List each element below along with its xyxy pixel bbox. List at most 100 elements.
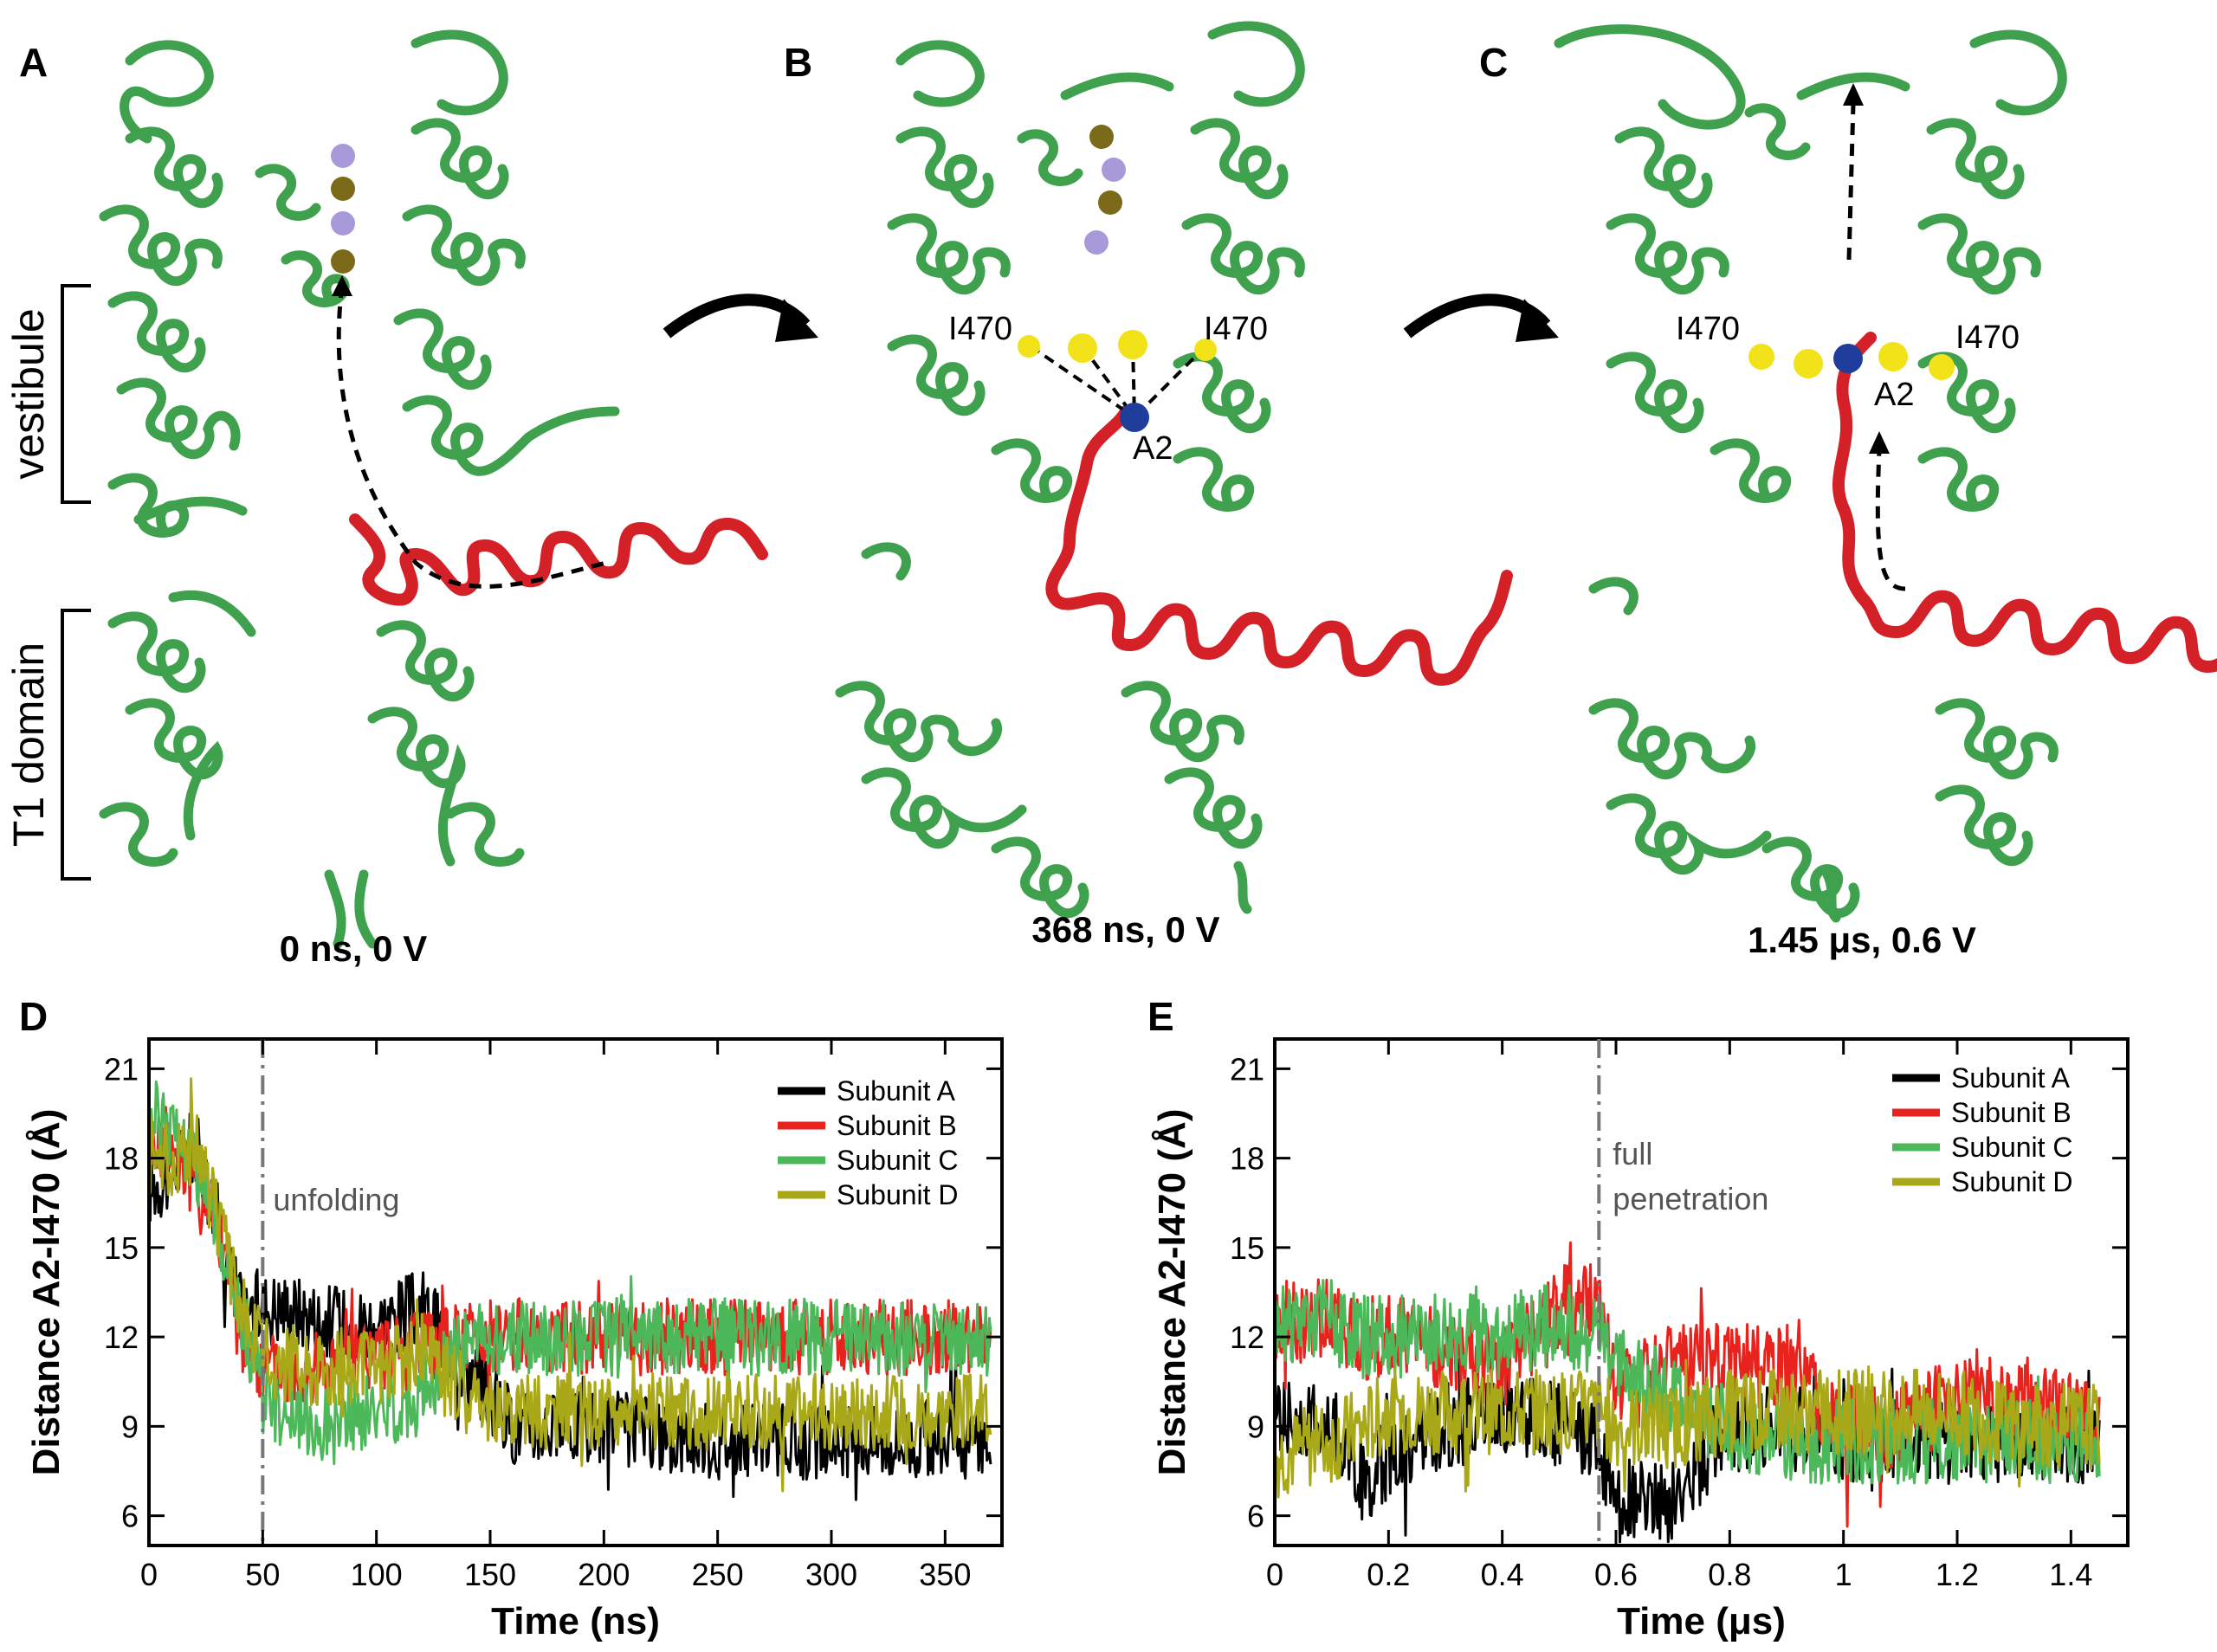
marker-label: full <box>1613 1136 1652 1171</box>
x-tick-label: 200 <box>578 1557 630 1592</box>
legend-label: Subunit C <box>837 1145 959 1176</box>
legend-label: Subunit B <box>837 1110 957 1141</box>
panel-b-atom-label: A2 <box>1133 430 1173 467</box>
ion-lilac <box>1084 230 1108 255</box>
x-tick-label: 1 <box>1835 1557 1852 1592</box>
vestibule-label: vestibule <box>4 308 53 479</box>
panel-b-protein-structure <box>835 21 1305 919</box>
ion-gold <box>1098 190 1122 215</box>
i470-atom <box>1878 342 1908 371</box>
i470-atom <box>1118 330 1147 359</box>
panel-b-residue-right: I470 <box>1204 311 1268 347</box>
data-traces <box>1275 1241 2101 1544</box>
x-tick-label: 0.4 <box>1481 1557 1524 1592</box>
panel-a: A <box>4 29 768 969</box>
x-axis-label: Time (ns) <box>491 1600 660 1642</box>
marker-label: penetration <box>1613 1181 1768 1216</box>
x-tick-label: 1.2 <box>1936 1557 1979 1592</box>
legend-label: Subunit C <box>1951 1132 2073 1163</box>
y-tick-label: 18 <box>104 1141 139 1177</box>
series-line-subunit-d <box>149 1077 992 1493</box>
chart-e: full penetration 0 0.2 0.4 0.6 0.8 1 1.2 1.4 6 9 12 1… <box>1151 1037 2130 1642</box>
series-line-subunit-d <box>1275 1358 2101 1499</box>
ion-gold <box>331 177 355 201</box>
x-tick-label: 250 <box>692 1557 744 1592</box>
a2-atom <box>1120 403 1149 432</box>
panel-b-caption: 368 ns, 0 V <box>1031 909 1219 950</box>
y-tick-label: 9 <box>121 1409 139 1444</box>
y-tick-label: 15 <box>1230 1230 1264 1266</box>
y-tick-label: 21 <box>104 1051 139 1087</box>
panel-c-inactivation-peptide <box>1832 332 2217 674</box>
i470-atom <box>1794 349 1823 378</box>
t1-domain-label: T1 domain <box>4 642 53 847</box>
x-tick-label: 50 <box>245 1557 280 1592</box>
marker-label: unfolding <box>273 1182 399 1217</box>
panel-c-dashed-lower <box>1875 449 1906 591</box>
y-tick-label: 15 <box>104 1230 139 1266</box>
x-tick-label: 150 <box>464 1557 516 1592</box>
i470-atom <box>1748 344 1774 370</box>
i470-atom <box>1929 354 1955 380</box>
data-traces <box>149 1077 992 1501</box>
panel-a-protein-structure <box>99 29 620 949</box>
legend-label: Subunit B <box>1951 1097 2072 1128</box>
y-tick-label: 12 <box>1230 1320 1264 1355</box>
x-tick-label: 0 <box>140 1557 158 1592</box>
panel-b-contacts <box>1029 344 1207 419</box>
arrow-a-to-b-head <box>775 299 818 342</box>
legend-label: Subunit A <box>1951 1062 2071 1094</box>
plot-frame <box>1273 1037 2130 1547</box>
panel-a-dashed-path <box>336 285 607 589</box>
panel-e: E full penetration 0 0.2 0.4 0.6 0.8 1 1.2 1.4 6 9 1… <box>1147 994 2130 1642</box>
panel-a-arrowhead <box>332 275 352 296</box>
panel-c-residue-left: I470 <box>1676 311 1740 347</box>
panel-a-inactivation-peptide <box>349 513 768 606</box>
legend-label: Subunit D <box>1951 1166 2073 1197</box>
x-tick-label: 0.6 <box>1594 1557 1638 1592</box>
y-tick-label: 9 <box>1247 1409 1264 1444</box>
panel-c-arrowhead-lower <box>1869 431 1890 454</box>
y-axis-label: Distance A2-I470 (Å) <box>1151 1109 1193 1476</box>
x-tick-label: 300 <box>805 1557 857 1592</box>
panel-e-label: E <box>1147 994 1174 1039</box>
panel-a-bracket-t1 <box>61 609 91 881</box>
x-tick-label: 0.8 <box>1708 1557 1751 1592</box>
y-tick-label: 6 <box>1247 1499 1264 1534</box>
panel-c: C <box>1479 24 2217 960</box>
ion-gold <box>331 249 355 274</box>
panel-d-label: D <box>19 994 48 1039</box>
chart-d: unfolding 0 50 100 150 200 250 300 350 6 9 12 15 18 21… <box>25 1037 1004 1642</box>
panel-c-dashed-up <box>1846 103 1856 261</box>
i470-atom <box>1068 333 1097 363</box>
ion-lilac <box>331 211 355 236</box>
panel-c-atom-label: A2 <box>1874 377 1914 413</box>
x-tick-label: 100 <box>351 1557 403 1592</box>
y-axis-label: Distance A2-I470 (Å) <box>25 1109 68 1476</box>
panel-c-caption: 1.45 μs, 0.6 V <box>1748 920 1976 960</box>
panel-b-ions <box>1084 125 1126 255</box>
a2-atom <box>1833 344 1863 373</box>
y-tick-label: 18 <box>1230 1141 1264 1177</box>
x-tick-label: 0.2 <box>1367 1557 1410 1592</box>
panel-b-residue-left: I470 <box>948 311 1012 347</box>
y-tick-label: 12 <box>104 1320 139 1355</box>
panel-a-bracket-vestibule <box>61 284 91 504</box>
plot-frame <box>147 1037 1004 1547</box>
arrow-b-to-c-head <box>1516 299 1559 342</box>
legend-label: Subunit D <box>837 1179 959 1210</box>
panel-b-inactivation-peptide <box>1045 405 1513 687</box>
panel-c-protein-structure <box>1554 24 2067 923</box>
panel-a-label: A <box>19 40 48 85</box>
ion-lilac <box>331 144 355 168</box>
panel-c-arrowhead-top <box>1843 83 1864 106</box>
panel-a-ions <box>331 144 355 274</box>
panel-c-label: C <box>1479 40 1508 85</box>
panel-a-caption: 0 ns, 0 V <box>280 928 427 969</box>
y-tick-label: 21 <box>1230 1051 1264 1087</box>
i470-atom <box>1018 335 1040 358</box>
y-tick-label: 6 <box>121 1499 139 1534</box>
legend-label: Subunit A <box>837 1075 956 1107</box>
ion-gold <box>1089 125 1114 149</box>
